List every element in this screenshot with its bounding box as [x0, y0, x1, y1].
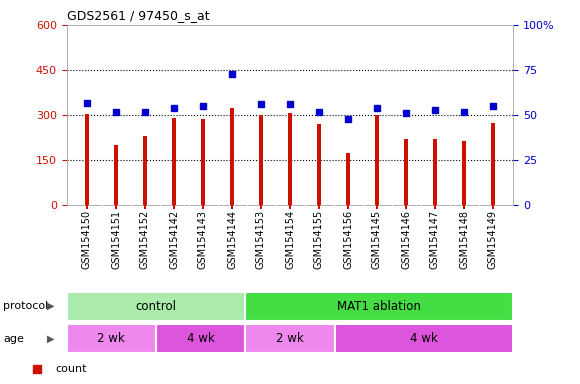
Text: GSM154142: GSM154142: [169, 210, 179, 269]
Bar: [245, 292, 513, 321]
Bar: [67, 324, 156, 353]
Text: ▶: ▶: [48, 301, 55, 311]
Text: 2 wk: 2 wk: [97, 333, 125, 345]
Bar: [143, 136, 147, 205]
Bar: [317, 124, 321, 205]
Bar: [114, 145, 118, 205]
Text: GSM154156: GSM154156: [343, 210, 353, 269]
Text: GSM154152: GSM154152: [140, 210, 150, 269]
Text: 4 wk: 4 wk: [187, 333, 215, 345]
Text: GSM154153: GSM154153: [256, 210, 266, 269]
Bar: [335, 324, 513, 353]
Text: GSM154145: GSM154145: [372, 210, 382, 269]
Text: GSM154151: GSM154151: [111, 210, 121, 269]
Text: GSM154147: GSM154147: [430, 210, 440, 269]
Bar: [230, 108, 234, 205]
Text: GSM154148: GSM154148: [459, 210, 469, 268]
Bar: [346, 153, 350, 205]
Text: 4 wk: 4 wk: [410, 333, 438, 345]
Text: GSM154143: GSM154143: [198, 210, 208, 268]
Bar: [172, 118, 176, 205]
Bar: [67, 292, 245, 321]
Text: age: age: [3, 334, 24, 344]
Text: protocol: protocol: [3, 301, 48, 311]
Text: control: control: [136, 300, 176, 313]
Text: count: count: [55, 364, 86, 374]
Text: 2 wk: 2 wk: [276, 333, 304, 345]
Text: GSM154154: GSM154154: [285, 210, 295, 269]
Text: GSM154155: GSM154155: [314, 210, 324, 269]
Bar: [259, 115, 263, 205]
Text: GSM154150: GSM154150: [82, 210, 92, 269]
Bar: [201, 119, 205, 205]
Text: MAT1 ablation: MAT1 ablation: [338, 300, 421, 313]
Bar: [156, 324, 245, 353]
Bar: [85, 114, 89, 205]
Bar: [433, 139, 437, 205]
Bar: [462, 141, 466, 205]
Bar: [404, 139, 408, 205]
Bar: [288, 113, 292, 205]
Bar: [491, 123, 495, 205]
Bar: [245, 324, 335, 353]
Text: GSM154144: GSM154144: [227, 210, 237, 268]
Text: ▶: ▶: [48, 334, 55, 344]
Bar: [375, 115, 379, 205]
Text: GDS2561 / 97450_s_at: GDS2561 / 97450_s_at: [67, 9, 209, 22]
Text: GSM154149: GSM154149: [488, 210, 498, 268]
Text: GSM154146: GSM154146: [401, 210, 411, 268]
